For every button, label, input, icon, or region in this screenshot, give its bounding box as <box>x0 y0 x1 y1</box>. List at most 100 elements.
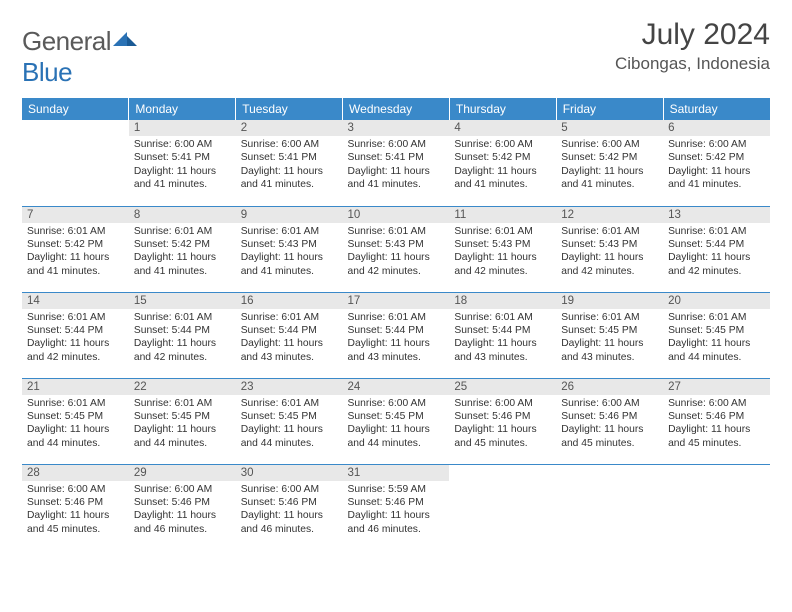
day-number: 17 <box>343 293 450 309</box>
day-number: 1 <box>129 120 236 136</box>
calendar-cell: 14Sunrise: 6:01 AMSunset: 5:44 PMDayligh… <box>22 292 129 378</box>
calendar-cell: 4Sunrise: 6:00 AMSunset: 5:42 PMDaylight… <box>449 120 556 206</box>
day-body: Sunrise: 6:00 AMSunset: 5:41 PMDaylight:… <box>129 136 236 196</box>
day-body: Sunrise: 6:01 AMSunset: 5:42 PMDaylight:… <box>22 223 129 283</box>
day-number: 11 <box>449 207 556 223</box>
day-number: 19 <box>556 293 663 309</box>
day-body: Sunrise: 6:01 AMSunset: 5:43 PMDaylight:… <box>556 223 663 283</box>
calendar-cell: 20Sunrise: 6:01 AMSunset: 5:45 PMDayligh… <box>663 292 770 378</box>
location: Cibongas, Indonesia <box>615 54 770 74</box>
day-number: 28 <box>22 465 129 481</box>
logo-mark-icon <box>113 30 137 50</box>
day-number: 25 <box>449 379 556 395</box>
day-number: 5 <box>556 120 663 136</box>
day-body: Sunrise: 6:01 AMSunset: 5:45 PMDaylight:… <box>236 395 343 455</box>
calendar-cell: 29Sunrise: 6:00 AMSunset: 5:46 PMDayligh… <box>129 464 236 550</box>
weekday-header: Tuesday <box>236 98 343 120</box>
calendar-cell: 21Sunrise: 6:01 AMSunset: 5:45 PMDayligh… <box>22 378 129 464</box>
weekday-header: Saturday <box>663 98 770 120</box>
header: General Blue July 2024 Cibongas, Indones… <box>22 18 770 88</box>
calendar-table: SundayMondayTuesdayWednesdayThursdayFrid… <box>22 98 770 550</box>
day-body: Sunrise: 6:00 AMSunset: 5:41 PMDaylight:… <box>236 136 343 196</box>
calendar-cell: 3Sunrise: 6:00 AMSunset: 5:41 PMDaylight… <box>343 120 450 206</box>
day-number: 14 <box>22 293 129 309</box>
day-body: Sunrise: 6:00 AMSunset: 5:41 PMDaylight:… <box>343 136 450 196</box>
day-number: 8 <box>129 207 236 223</box>
day-body: Sunrise: 6:01 AMSunset: 5:43 PMDaylight:… <box>236 223 343 283</box>
calendar-cell: 12Sunrise: 6:01 AMSunset: 5:43 PMDayligh… <box>556 206 663 292</box>
weekday-header-row: SundayMondayTuesdayWednesdayThursdayFrid… <box>22 98 770 120</box>
day-body: Sunrise: 6:00 AMSunset: 5:46 PMDaylight:… <box>663 395 770 455</box>
day-number: 6 <box>663 120 770 136</box>
logo-word-1: General <box>22 26 111 56</box>
day-body: Sunrise: 6:01 AMSunset: 5:44 PMDaylight:… <box>236 309 343 369</box>
day-body: Sunrise: 5:59 AMSunset: 5:46 PMDaylight:… <box>343 481 450 541</box>
day-body: Sunrise: 6:01 AMSunset: 5:43 PMDaylight:… <box>343 223 450 283</box>
day-number: 9 <box>236 207 343 223</box>
calendar-cell <box>556 464 663 550</box>
calendar-cell: 6Sunrise: 6:00 AMSunset: 5:42 PMDaylight… <box>663 120 770 206</box>
day-number: 23 <box>236 379 343 395</box>
calendar-cell: 7Sunrise: 6:01 AMSunset: 5:42 PMDaylight… <box>22 206 129 292</box>
calendar-row: 14Sunrise: 6:01 AMSunset: 5:44 PMDayligh… <box>22 292 770 378</box>
weekday-header: Thursday <box>449 98 556 120</box>
calendar-row: 1Sunrise: 6:00 AMSunset: 5:41 PMDaylight… <box>22 120 770 206</box>
logo: General Blue <box>22 26 137 88</box>
day-body <box>449 469 556 475</box>
calendar-cell: 8Sunrise: 6:01 AMSunset: 5:42 PMDaylight… <box>129 206 236 292</box>
calendar-cell: 19Sunrise: 6:01 AMSunset: 5:45 PMDayligh… <box>556 292 663 378</box>
calendar-cell: 15Sunrise: 6:01 AMSunset: 5:44 PMDayligh… <box>129 292 236 378</box>
calendar-cell <box>22 120 129 206</box>
day-body: Sunrise: 6:01 AMSunset: 5:42 PMDaylight:… <box>129 223 236 283</box>
calendar-cell: 16Sunrise: 6:01 AMSunset: 5:44 PMDayligh… <box>236 292 343 378</box>
day-body: Sunrise: 6:01 AMSunset: 5:44 PMDaylight:… <box>663 223 770 283</box>
day-number: 22 <box>129 379 236 395</box>
day-number: 16 <box>236 293 343 309</box>
calendar-cell: 27Sunrise: 6:00 AMSunset: 5:46 PMDayligh… <box>663 378 770 464</box>
calendar-row: 28Sunrise: 6:00 AMSunset: 5:46 PMDayligh… <box>22 464 770 550</box>
day-number: 29 <box>129 465 236 481</box>
day-body: Sunrise: 6:00 AMSunset: 5:46 PMDaylight:… <box>449 395 556 455</box>
calendar-cell: 9Sunrise: 6:01 AMSunset: 5:43 PMDaylight… <box>236 206 343 292</box>
calendar-cell: 25Sunrise: 6:00 AMSunset: 5:46 PMDayligh… <box>449 378 556 464</box>
calendar-row: 7Sunrise: 6:01 AMSunset: 5:42 PMDaylight… <box>22 206 770 292</box>
day-number: 18 <box>449 293 556 309</box>
calendar-cell <box>663 464 770 550</box>
day-body: Sunrise: 6:00 AMSunset: 5:45 PMDaylight:… <box>343 395 450 455</box>
month-title: July 2024 <box>615 18 770 52</box>
day-body: Sunrise: 6:01 AMSunset: 5:45 PMDaylight:… <box>22 395 129 455</box>
logo-word-2: Blue <box>22 57 72 87</box>
calendar-cell: 10Sunrise: 6:01 AMSunset: 5:43 PMDayligh… <box>343 206 450 292</box>
day-body: Sunrise: 6:01 AMSunset: 5:45 PMDaylight:… <box>663 309 770 369</box>
day-number: 24 <box>343 379 450 395</box>
day-number: 26 <box>556 379 663 395</box>
day-body: Sunrise: 6:01 AMSunset: 5:43 PMDaylight:… <box>449 223 556 283</box>
calendar-cell: 18Sunrise: 6:01 AMSunset: 5:44 PMDayligh… <box>449 292 556 378</box>
calendar-cell: 11Sunrise: 6:01 AMSunset: 5:43 PMDayligh… <box>449 206 556 292</box>
day-number: 12 <box>556 207 663 223</box>
calendar-cell: 17Sunrise: 6:01 AMSunset: 5:44 PMDayligh… <box>343 292 450 378</box>
day-body: Sunrise: 6:01 AMSunset: 5:44 PMDaylight:… <box>22 309 129 369</box>
day-number: 30 <box>236 465 343 481</box>
day-body: Sunrise: 6:01 AMSunset: 5:44 PMDaylight:… <box>129 309 236 369</box>
weekday-header: Wednesday <box>343 98 450 120</box>
weekday-header: Friday <box>556 98 663 120</box>
logo-text: General Blue <box>22 26 137 88</box>
weekday-header: Sunday <box>22 98 129 120</box>
day-body: Sunrise: 6:00 AMSunset: 5:42 PMDaylight:… <box>449 136 556 196</box>
day-number: 27 <box>663 379 770 395</box>
day-number: 2 <box>236 120 343 136</box>
day-number: 21 <box>22 379 129 395</box>
day-number: 13 <box>663 207 770 223</box>
calendar-cell: 24Sunrise: 6:00 AMSunset: 5:45 PMDayligh… <box>343 378 450 464</box>
calendar-cell: 28Sunrise: 6:00 AMSunset: 5:46 PMDayligh… <box>22 464 129 550</box>
day-number: 4 <box>449 120 556 136</box>
day-body: Sunrise: 6:00 AMSunset: 5:42 PMDaylight:… <box>556 136 663 196</box>
calendar-cell: 5Sunrise: 6:00 AMSunset: 5:42 PMDaylight… <box>556 120 663 206</box>
day-body <box>556 469 663 475</box>
day-body: Sunrise: 6:01 AMSunset: 5:44 PMDaylight:… <box>343 309 450 369</box>
calendar-cell: 22Sunrise: 6:01 AMSunset: 5:45 PMDayligh… <box>129 378 236 464</box>
day-body <box>22 124 129 130</box>
calendar-cell: 23Sunrise: 6:01 AMSunset: 5:45 PMDayligh… <box>236 378 343 464</box>
calendar-body: 1Sunrise: 6:00 AMSunset: 5:41 PMDaylight… <box>22 120 770 550</box>
